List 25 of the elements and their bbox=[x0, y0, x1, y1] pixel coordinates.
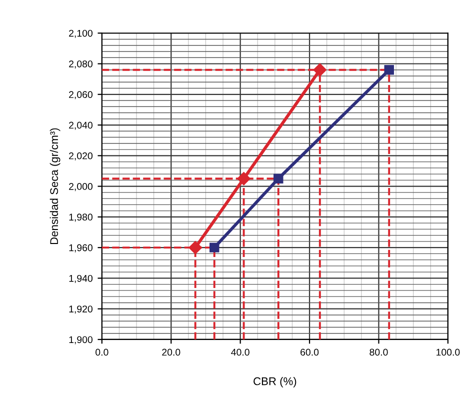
x-tick-label: 80.0 bbox=[370, 348, 388, 356]
x-tick-label: 0.0 bbox=[96, 348, 108, 356]
y-tick-label: 1,980 bbox=[69, 214, 93, 222]
y-tick-label: 2,080 bbox=[69, 60, 93, 69]
x-tick-label: 20.0 bbox=[162, 348, 180, 356]
point bbox=[237, 172, 250, 186]
y-tick-label: 1,900 bbox=[69, 336, 93, 344]
point bbox=[188, 240, 202, 254]
point bbox=[384, 65, 394, 75]
y-tick-label: 1,940 bbox=[69, 274, 93, 283]
y-axis-title: Densidad Seca (gr/cm³) bbox=[50, 128, 60, 244]
point bbox=[313, 63, 326, 76]
x-tick-label: 100.0 bbox=[436, 348, 460, 356]
y-tick-label: 2,100 bbox=[69, 30, 93, 38]
y-tick-label: 2,060 bbox=[69, 91, 93, 100]
y-tick-label: 2,000 bbox=[69, 183, 93, 192]
y-tick-label: 1,960 bbox=[69, 244, 93, 252]
point bbox=[274, 174, 284, 184]
x-tick-label: 60.0 bbox=[300, 348, 319, 356]
y-tick-label: 2,020 bbox=[69, 152, 93, 160]
x-axis-title: CBR (%) bbox=[254, 377, 296, 388]
x-tick-label: 40.0 bbox=[231, 348, 250, 356]
y-tick-label: 2,040 bbox=[69, 122, 93, 130]
point bbox=[210, 242, 220, 252]
y-tick-label: 1,920 bbox=[69, 306, 93, 314]
